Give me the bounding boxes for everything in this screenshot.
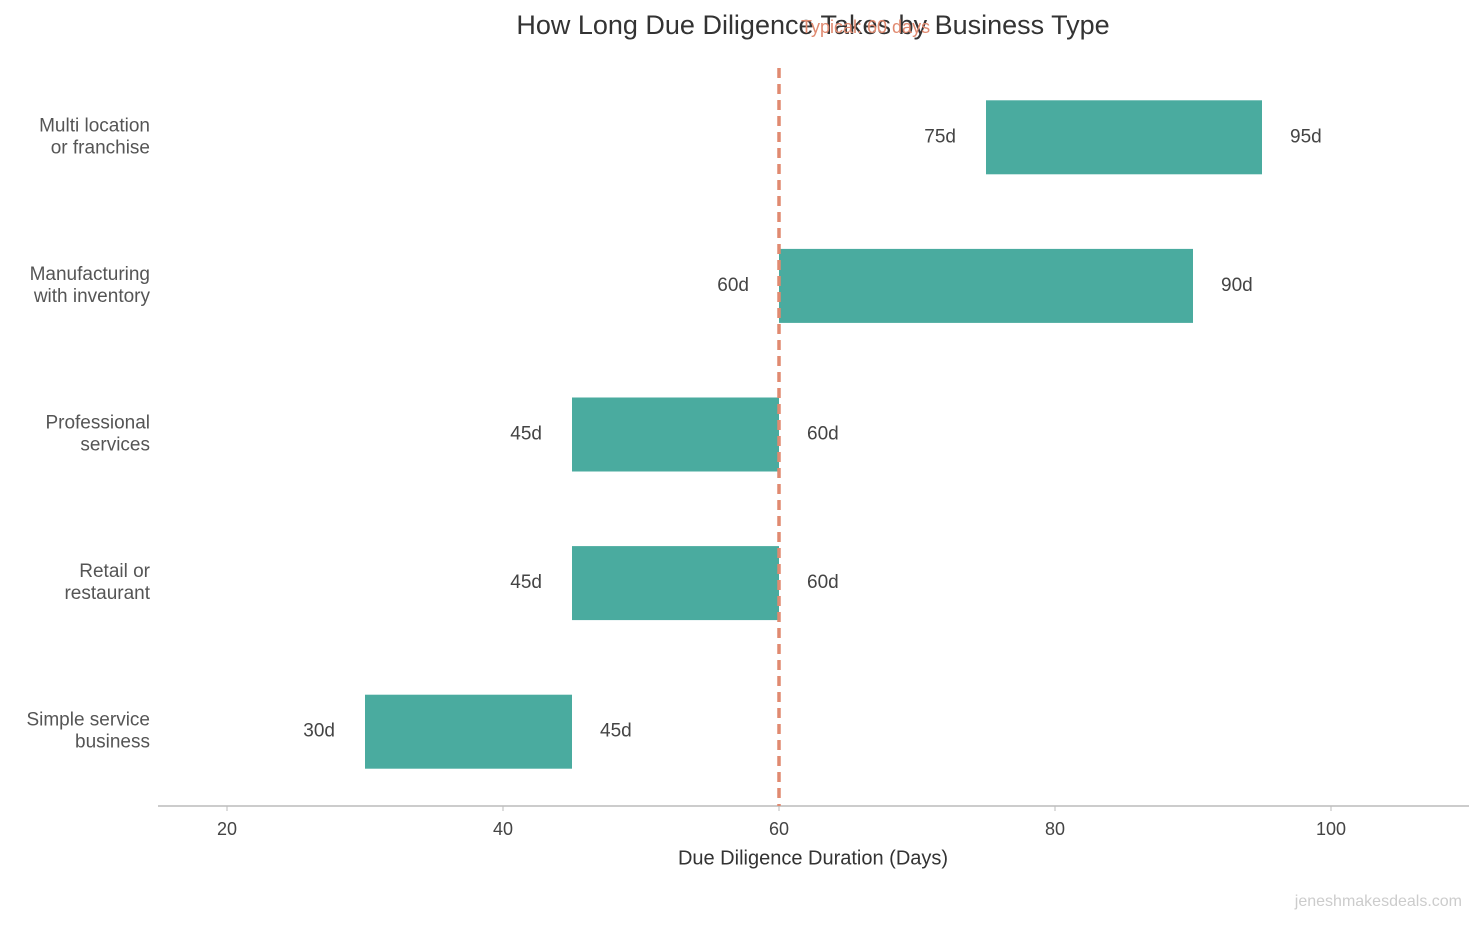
high-label: 95d [1290, 126, 1322, 147]
x-axis-label: Due Diligence Duration (Days) [678, 847, 948, 869]
x-tick-label: 40 [493, 819, 513, 839]
high-label: 60d [807, 424, 839, 445]
x-tick-label: 60 [769, 819, 789, 839]
reference-label: Typical: 60 days [801, 17, 930, 37]
x-tick-label: 20 [217, 819, 237, 839]
high-label: 90d [1221, 275, 1253, 296]
chart-title: How Long Due Diligence Takes by Business… [516, 10, 1109, 40]
bar [572, 397, 779, 472]
x-tick-label: 80 [1045, 819, 1065, 839]
low-label: 30d [303, 721, 335, 742]
bar [986, 100, 1262, 175]
bar [365, 694, 572, 769]
low-label: 45d [510, 424, 542, 445]
y-tick-label: Retail or restaurant [64, 561, 150, 604]
low-label: 60d [717, 275, 749, 296]
y-tick-label: Multi location or franchise [39, 115, 150, 158]
bar [779, 248, 1193, 323]
low-label: 75d [924, 126, 956, 147]
high-label: 45d [600, 721, 632, 742]
bar [572, 546, 779, 621]
y-tick-label: Simple service business [26, 710, 150, 753]
high-label: 60d [807, 572, 839, 593]
low-label: 45d [510, 572, 542, 593]
x-tick-label: 100 [1316, 819, 1346, 839]
y-tick-label: Manufacturing with inventory [30, 264, 151, 307]
y-tick-label: Professional services [45, 413, 150, 456]
watermark: jeneshmakesdeals.com [1294, 893, 1462, 910]
